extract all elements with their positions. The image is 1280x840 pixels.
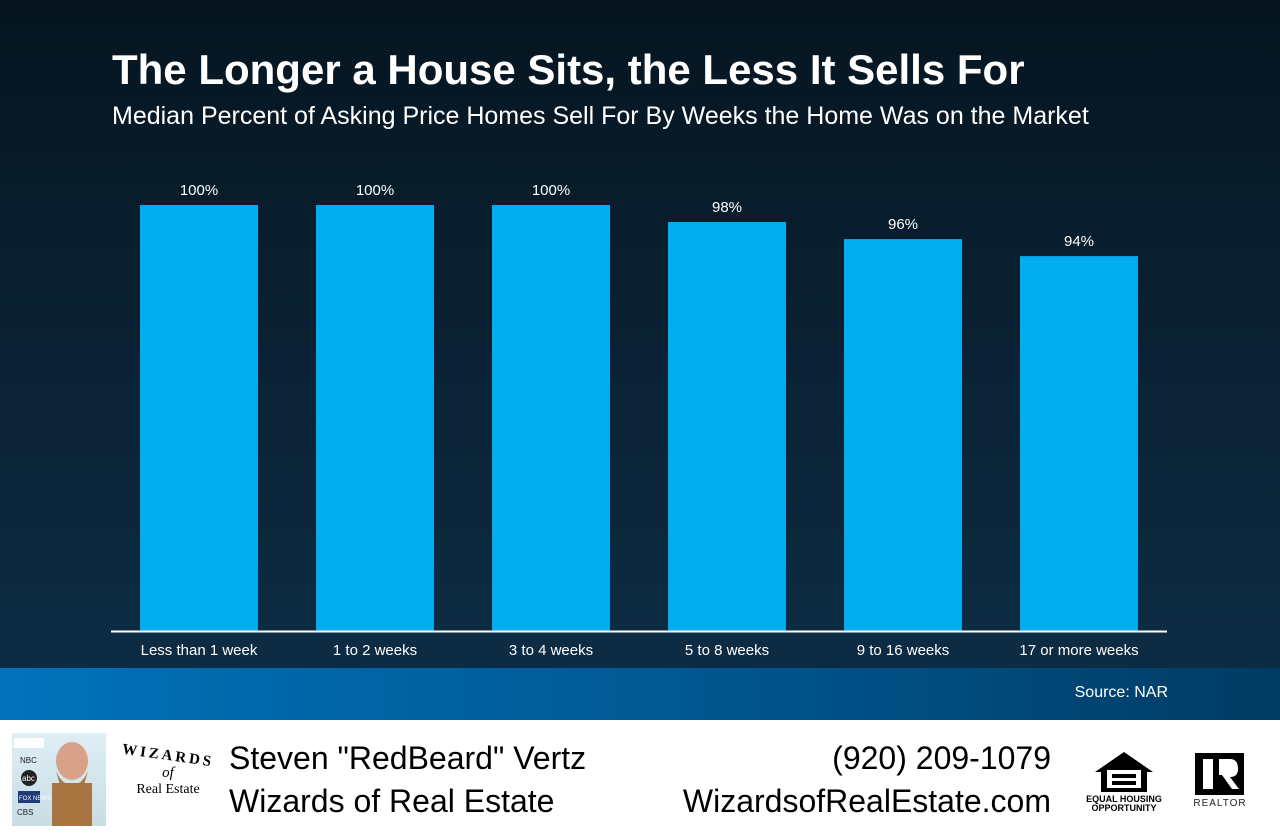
x-tick-label: 9 to 16 weeks [857, 642, 950, 659]
website-link[interactable]: WizardsofRealEstate.com [682, 783, 1051, 819]
data-label: 96% [888, 216, 918, 233]
bar [492, 205, 610, 631]
x-tick-label: 5 to 8 weeks [685, 642, 769, 659]
realtor-icon: REALTOR [1193, 753, 1246, 808]
x-tick-label: Less than 1 week [141, 642, 258, 659]
source-label: Source: NAR [1074, 684, 1168, 701]
company-name: Wizards of Real Estate [229, 783, 555, 819]
data-label: 100% [356, 182, 394, 199]
data-label: 94% [1064, 233, 1094, 250]
wizards-logo: WIZARDS of Real Estate [118, 742, 218, 810]
realtor-text: REALTOR [1193, 798, 1246, 808]
data-label: 98% [712, 199, 742, 216]
bar-chart: 100% Less than 1 week 100% 1 to 2 weeks 100%… [140, 182, 1138, 659]
logo-bottom: Real Estate [136, 782, 200, 797]
chart-subtitle: Median Percent of Asking Price Homes Sel… [112, 102, 1089, 130]
footer [0, 720, 1280, 840]
logo-middle: of [162, 765, 174, 781]
chart-title: The Longer a House Sits, the Less It Sel… [112, 46, 1025, 93]
fox-badge: FOX NEWS [19, 796, 51, 802]
bar [844, 239, 962, 631]
equal-housing-icon [1095, 752, 1153, 792]
source-strip [0, 668, 1280, 720]
cbs-badge: CBS [17, 808, 33, 817]
nbc-badge: NBC [20, 756, 37, 765]
x-tick-label: 17 or more weeks [1019, 642, 1138, 659]
x-tick-label: 1 to 2 weeks [333, 642, 417, 659]
bar [140, 205, 258, 631]
agent-name: Steven "RedBeard" Vertz [229, 740, 587, 776]
abc-badge: abc [22, 774, 35, 783]
data-label: 100% [532, 182, 570, 199]
data-label: 100% [180, 182, 218, 199]
chart-panel: The Longer a House Sits, the Less It Sel… [0, 0, 1280, 668]
bar [668, 222, 786, 632]
x-tick-label: 3 to 4 weeks [509, 642, 593, 659]
bar [1020, 256, 1138, 631]
bar [316, 205, 434, 631]
agent-photo: NBC abc FOX NEWS CBS [12, 733, 106, 826]
phone-number[interactable]: (920) 209-1079 [832, 740, 1051, 776]
equal-housing-text: EQUAL HOUSING OPPORTUNITY [1086, 794, 1162, 813]
